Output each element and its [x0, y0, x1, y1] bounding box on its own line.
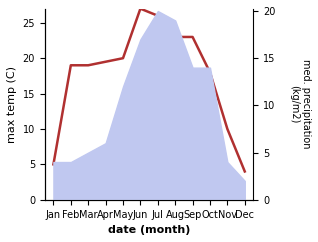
Y-axis label: med. precipitation
(kg/m2): med. precipitation (kg/m2): [289, 60, 311, 149]
Y-axis label: max temp (C): max temp (C): [7, 66, 17, 143]
X-axis label: date (month): date (month): [108, 225, 190, 235]
